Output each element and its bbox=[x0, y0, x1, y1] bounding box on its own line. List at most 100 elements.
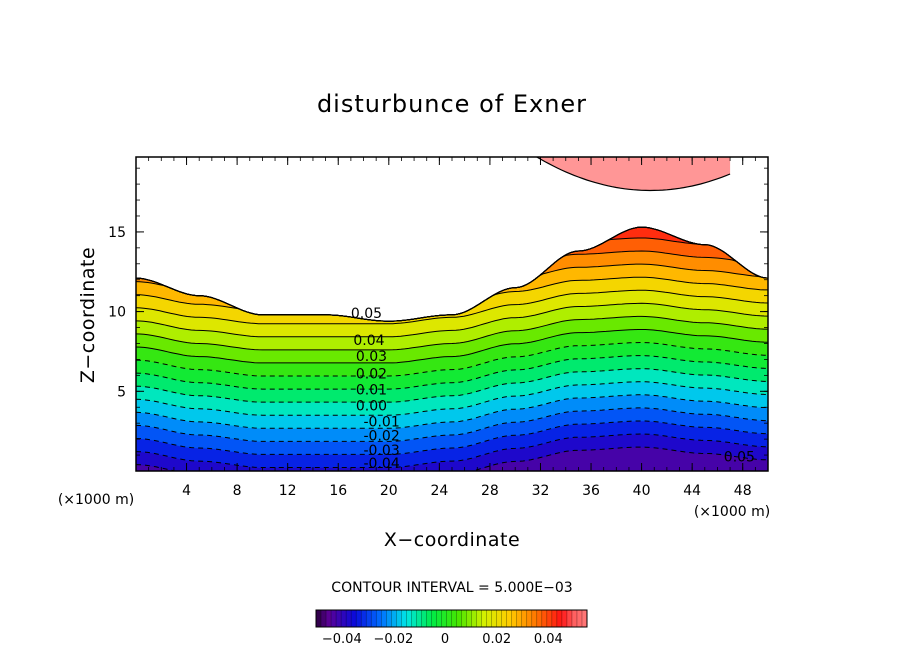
colorbar-swatch bbox=[581, 610, 588, 627]
x-unit-label-left: (×1000 m) bbox=[58, 492, 134, 508]
colorbar-swatch bbox=[486, 610, 493, 627]
colorbar-swatch bbox=[321, 610, 327, 627]
x-tick-label: 36 bbox=[582, 483, 600, 499]
colorbar-swatch bbox=[526, 610, 533, 627]
colorbar-swatch bbox=[336, 610, 342, 627]
contour-line bbox=[136, 433, 768, 468]
colorbar-swatch bbox=[561, 610, 568, 627]
colorbar-swatch bbox=[381, 610, 387, 627]
contour-label: 0.05 bbox=[724, 449, 755, 465]
contour-line bbox=[136, 302, 768, 338]
contour-label: -0.01 bbox=[364, 414, 400, 430]
colorbar-swatch bbox=[431, 610, 437, 627]
colorbar-swatch bbox=[576, 610, 583, 627]
colorbar-swatch bbox=[551, 610, 558, 627]
colorbar-swatch bbox=[346, 610, 352, 627]
contour-line bbox=[136, 407, 768, 442]
contour-interval-text: CONTOUR INTERVAL = 5.000E−03 bbox=[331, 580, 572, 596]
colorbar-swatch bbox=[446, 610, 452, 627]
colorbar-swatch bbox=[461, 610, 467, 627]
contour-line bbox=[136, 420, 768, 455]
y-axis-ticks: 5 10 15 bbox=[108, 167, 768, 456]
colorbar-swatch bbox=[316, 610, 322, 627]
colorbar-swatch bbox=[536, 610, 543, 627]
colorbar-tick-labels: −0.04 −0.02 0 0.02 0.04 bbox=[322, 632, 563, 647]
colorbar-swatch bbox=[411, 610, 417, 627]
colorbar-tick-label: 0.02 bbox=[482, 632, 511, 647]
colorbar-swatch bbox=[571, 610, 578, 627]
colorbar-swatch bbox=[331, 610, 337, 627]
x-tick-label: 8 bbox=[233, 483, 242, 499]
x-tick-label: 44 bbox=[683, 483, 701, 499]
contour-label: 0.00 bbox=[356, 398, 387, 414]
colorbar-swatch bbox=[361, 610, 367, 627]
chart-title: disturbunce of Exner bbox=[317, 90, 587, 118]
colorbar-swatch bbox=[376, 610, 382, 627]
contour-label: 0.01 bbox=[356, 383, 387, 399]
contour-label: 0.04 bbox=[353, 333, 384, 349]
contour-line bbox=[136, 355, 768, 390]
top-blob-fill bbox=[536, 157, 731, 191]
contour-lines bbox=[136, 157, 768, 471]
colorbar-tick-label: 0.04 bbox=[534, 632, 563, 647]
colorbar-swatch bbox=[436, 610, 442, 627]
colorbar-swatch bbox=[351, 610, 357, 627]
colorbar-tick-label: 0 bbox=[441, 632, 449, 647]
colorbar-swatch bbox=[516, 610, 523, 627]
colorbar-swatch bbox=[556, 610, 563, 627]
colorbar-swatch bbox=[506, 610, 513, 627]
colorbar-swatch bbox=[426, 610, 432, 627]
contour-label: -0.02 bbox=[364, 429, 400, 445]
y-tick-label: 15 bbox=[108, 225, 126, 241]
colorbar-swatch bbox=[491, 610, 498, 627]
x-tick-label: 28 bbox=[481, 483, 499, 499]
colorbar-swatch bbox=[466, 610, 472, 627]
contour-line bbox=[136, 394, 768, 429]
y-axis-label: Z−coordinate bbox=[77, 247, 99, 383]
x-tick-label: 32 bbox=[532, 483, 550, 499]
colorbar-swatch bbox=[501, 610, 508, 627]
colorbar-swatch bbox=[496, 610, 503, 627]
colorbar-swatch bbox=[471, 610, 477, 627]
colorbar-swatch bbox=[566, 610, 573, 627]
contour-label: -0.04 bbox=[364, 456, 400, 472]
colorbar-swatch bbox=[456, 610, 462, 627]
colorbar-swatch bbox=[421, 610, 427, 627]
contour-line bbox=[136, 289, 768, 325]
colorbar-swatch bbox=[386, 610, 392, 627]
x-tick-label: 16 bbox=[329, 483, 347, 499]
colorbar-swatch bbox=[441, 610, 447, 627]
colorbar-swatch bbox=[326, 610, 332, 627]
contour-label: 0.02 bbox=[356, 367, 387, 383]
x-tick-label: 20 bbox=[380, 483, 398, 499]
colorbar-swatch bbox=[391, 610, 397, 627]
colorbar-swatch bbox=[371, 610, 377, 627]
colorbar-swatch bbox=[451, 610, 457, 627]
colorbar-swatch bbox=[521, 610, 528, 627]
x-axis-label: X−coordinate bbox=[384, 529, 520, 551]
top-blob-outline bbox=[535, 157, 731, 192]
contour-line bbox=[136, 341, 768, 377]
x-tick-label: 4 bbox=[182, 483, 191, 499]
colorbar-tick-label: −0.04 bbox=[322, 632, 362, 647]
colorbar-swatch bbox=[401, 610, 407, 627]
colorbar-swatch bbox=[546, 610, 553, 627]
y-tick-label: 5 bbox=[117, 384, 126, 400]
contour-label: 0.03 bbox=[356, 349, 387, 365]
colorbar-swatch bbox=[396, 610, 402, 627]
contour-label: -0.03 bbox=[364, 443, 400, 459]
upper-outline bbox=[136, 226, 768, 322]
x-unit-label-right: (×1000 m) bbox=[694, 504, 770, 520]
colorbar-swatch bbox=[511, 610, 518, 627]
colorbar-swatch bbox=[531, 610, 538, 627]
x-tick-label: 48 bbox=[734, 483, 752, 499]
y-tick-label: 10 bbox=[108, 305, 126, 321]
contour-label: 0.05 bbox=[351, 306, 382, 322]
contour-line bbox=[136, 368, 768, 403]
contour-line bbox=[136, 315, 768, 351]
colorbar-swatch bbox=[481, 610, 488, 627]
x-tick-label: 40 bbox=[633, 483, 651, 499]
x-tick-label: 12 bbox=[279, 483, 297, 499]
contour-band bbox=[136, 446, 768, 471]
